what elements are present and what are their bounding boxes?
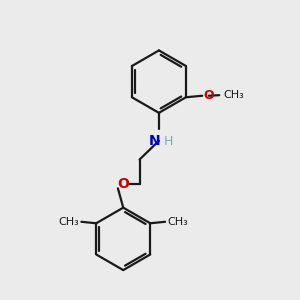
Text: CH₃: CH₃ <box>224 90 244 100</box>
Text: H: H <box>164 135 173 148</box>
Text: CH₃: CH₃ <box>167 217 188 227</box>
Text: O: O <box>117 177 129 191</box>
Text: CH₃: CH₃ <box>58 217 79 227</box>
Text: O: O <box>203 89 214 102</box>
Text: N: N <box>149 134 161 148</box>
